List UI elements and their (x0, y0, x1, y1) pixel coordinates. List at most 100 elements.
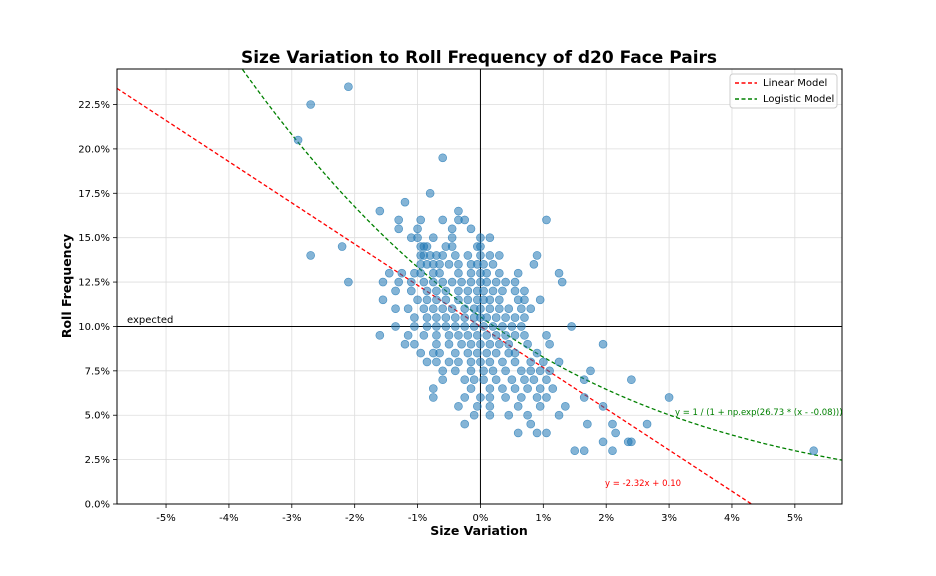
data-point (344, 277, 353, 287)
data-point (495, 339, 504, 349)
data-point (460, 304, 470, 313)
data-point (529, 375, 539, 385)
data-point (542, 331, 551, 340)
y-axis-label: Roll Frequency (59, 234, 74, 338)
linear-model-line (117, 87, 753, 504)
x-tick-label: -2% (345, 513, 364, 524)
data-point (664, 393, 674, 402)
data-point (523, 410, 532, 420)
data-point (428, 384, 438, 393)
y-axis-ticks: 0.0% 2.5% 5.0% 7.5% 10.0% 12.5% 15.0% 17.5% 20.0… (78, 100, 117, 511)
data-point (482, 313, 492, 322)
data-point (472, 402, 482, 411)
data-point (557, 277, 567, 287)
data-point (406, 277, 416, 287)
data-point (501, 366, 510, 376)
data-point (542, 393, 551, 402)
data-point (532, 348, 542, 358)
data-point (608, 419, 617, 429)
data-point (482, 331, 492, 340)
legend-linear-label: Linear Model (763, 78, 827, 89)
data-point (498, 286, 507, 296)
x-tick-label: 0% (473, 513, 489, 524)
data-point (476, 357, 485, 367)
data-point (520, 375, 529, 385)
data-point (491, 348, 501, 358)
data-point (466, 224, 476, 234)
data-point (491, 375, 501, 385)
data-point (479, 260, 488, 269)
data-point (501, 331, 510, 340)
y-tick-label: 22.5% (78, 100, 110, 111)
data-point (479, 286, 488, 296)
x-tick-label: 1% (535, 513, 551, 524)
data-point (510, 286, 520, 296)
data-point (394, 277, 403, 287)
data-point (517, 304, 526, 313)
data-point (422, 242, 432, 251)
data-point (438, 215, 448, 225)
data-point (454, 286, 463, 296)
data-point (438, 153, 448, 163)
data-point (529, 260, 539, 269)
x-tick-label: -3% (282, 513, 301, 524)
data-point (403, 331, 413, 340)
data-point (469, 410, 479, 420)
data-point (394, 224, 403, 234)
linear-equation-label: y = -2.32x + 0.10 (605, 479, 681, 489)
data-point (463, 295, 473, 305)
data-point (554, 357, 564, 367)
x-axis-ticks: -5% -4% -3% -2% -1% 0% 1% 2% 3% 4% 5% (156, 504, 803, 524)
data-point (460, 313, 470, 322)
data-point (391, 322, 400, 331)
data-point (485, 384, 495, 393)
data-point (517, 393, 526, 402)
data-point (517, 366, 526, 376)
data-point (391, 286, 400, 296)
data-point (535, 295, 545, 305)
data-point (627, 375, 636, 385)
data-point (510, 331, 520, 340)
data-point (450, 322, 460, 331)
data-point (523, 339, 532, 349)
data-point (397, 268, 407, 278)
data-point (504, 304, 514, 313)
data-point (554, 268, 564, 278)
data-point (520, 286, 529, 296)
data-point (466, 357, 476, 367)
data-point (432, 286, 441, 296)
data-point (447, 304, 457, 313)
data-point (337, 242, 347, 251)
data-point (460, 419, 470, 429)
data-point (642, 419, 652, 429)
data-point (441, 322, 451, 331)
data-point (498, 322, 507, 331)
data-point (422, 313, 432, 322)
data-point (495, 295, 504, 305)
data-point (375, 206, 385, 216)
data-point (306, 100, 315, 109)
data-point (608, 446, 617, 456)
data-point (450, 366, 460, 376)
data-point (498, 384, 507, 393)
y-tick-label: 0.0% (85, 500, 110, 511)
data-point (432, 295, 441, 305)
data-point (542, 375, 551, 385)
data-point (501, 277, 510, 287)
data-point (410, 313, 419, 322)
data-point (491, 277, 501, 287)
data-point (472, 331, 482, 340)
expected-label: expected (127, 315, 173, 326)
data-point (561, 402, 570, 411)
data-point (444, 260, 454, 269)
data-point (510, 348, 520, 358)
data-point (507, 322, 517, 331)
x-tick-label: -1% (408, 513, 427, 524)
data-point (491, 313, 501, 322)
data-point (498, 357, 507, 367)
data-point (539, 357, 548, 367)
data-point (416, 268, 426, 278)
data-point (627, 437, 636, 447)
data-point (485, 339, 495, 349)
